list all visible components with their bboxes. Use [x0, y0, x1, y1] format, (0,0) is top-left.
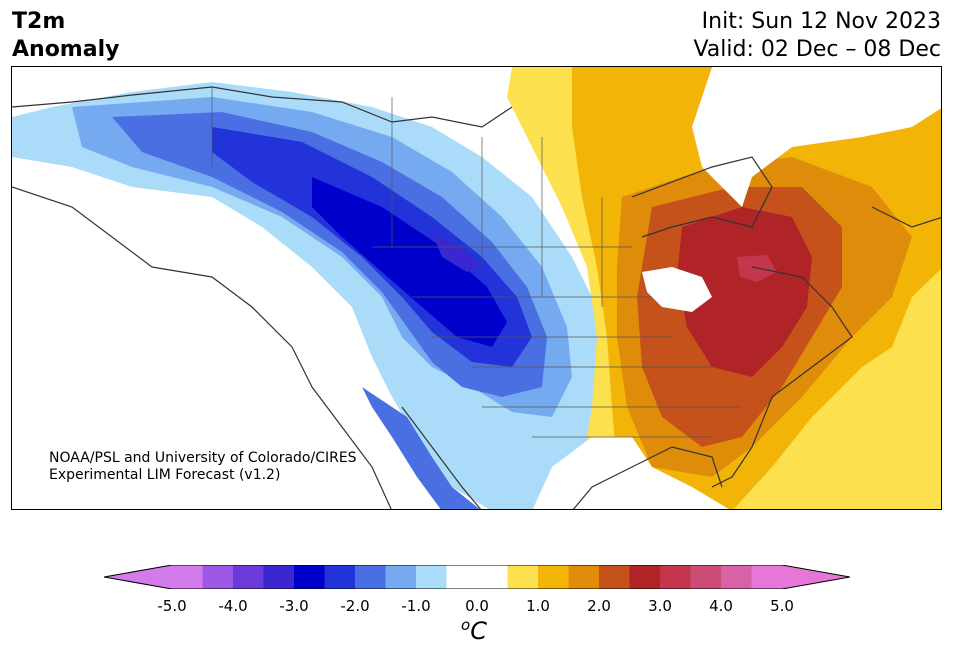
colorbar-tick-label: 1.0 — [526, 597, 550, 615]
colorbar-segment — [172, 565, 203, 589]
init-date: Init: Sun 12 Nov 2023 — [701, 9, 941, 34]
unit-degree: o — [461, 616, 471, 634]
colorbar-tick-label: -4.0 — [218, 597, 248, 615]
colorbar-tick-labels: -5.0 -4.0 -3.0 -2.0 -1.0 0.0 1.0 2.0 3.0 4.0 5.0 — [0, 597, 953, 617]
colorbar-tick-label: -2.0 — [340, 597, 370, 615]
colorbar-tick-label: -3.0 — [279, 597, 309, 615]
colorbar-unit-label: oC — [461, 616, 487, 645]
anomaly-map: NOAA/PSL and University of Colorado/CIRE… — [11, 66, 942, 510]
valid-dates: Valid: 02 Dec – 08 Dec — [693, 37, 941, 62]
colorbar-segment — [629, 565, 661, 589]
colorbar-segment — [751, 565, 783, 589]
water-bodies — [12, 67, 941, 509]
colorbar-segment — [385, 565, 417, 589]
init-valid-dates: Init: Sun 12 Nov 2023 Valid: 02 Dec – 08… — [693, 8, 941, 64]
anomaly-map-svg — [12, 67, 941, 509]
colorbar-segment — [355, 565, 386, 589]
colorbar-segments — [172, 565, 783, 589]
title-line-1: T2m — [12, 9, 66, 34]
colorbar-segment — [324, 565, 356, 589]
colorbar-segment — [721, 565, 752, 589]
colorbar-extend-low — [104, 565, 172, 589]
state-province-lines — [211, 87, 742, 438]
colorbar-segment — [477, 565, 508, 589]
colorbar-tick-label: -5.0 — [157, 597, 187, 615]
colorbar-segment — [599, 565, 630, 589]
colorbar-segment — [446, 565, 478, 589]
colorbar-segment — [690, 565, 722, 589]
colorbar-segment — [294, 565, 325, 589]
colorbar-segment — [202, 565, 234, 589]
unit-celsius: C — [470, 617, 487, 645]
colorbar-segment — [263, 565, 295, 589]
coastline-and-borders — [12, 86, 941, 509]
colorbar-tick-label: -1.0 — [401, 597, 431, 615]
title-line-2: Anomaly — [12, 37, 120, 62]
credit-line-2: Experimental LIM Forecast (v1.2) — [49, 467, 281, 483]
colorbar-segment — [660, 565, 691, 589]
credit-text: NOAA/PSL and University of Colorado/CIRE… — [49, 450, 357, 484]
credit-line-1: NOAA/PSL and University of Colorado/CIRE… — [49, 450, 357, 466]
colorbar-segment — [416, 565, 447, 589]
colorbar-segment — [507, 565, 539, 589]
colorbar-tick-label: 5.0 — [770, 597, 794, 615]
colorbar-tick-label: 3.0 — [648, 597, 672, 615]
warm-anomaly-shading — [507, 67, 941, 509]
colorbar-segment — [538, 565, 569, 589]
colorbar-tick-label: 4.0 — [709, 597, 733, 615]
colorbar-tick-label: 2.0 — [587, 597, 611, 615]
colorbar-tick-label: 0.0 — [465, 597, 489, 615]
colorbar — [104, 565, 850, 589]
colorbar-extend-high — [782, 565, 850, 589]
map-title: T2m Anomaly — [12, 8, 119, 64]
colorbar-segment — [233, 565, 264, 589]
colorbar-segment — [568, 565, 600, 589]
